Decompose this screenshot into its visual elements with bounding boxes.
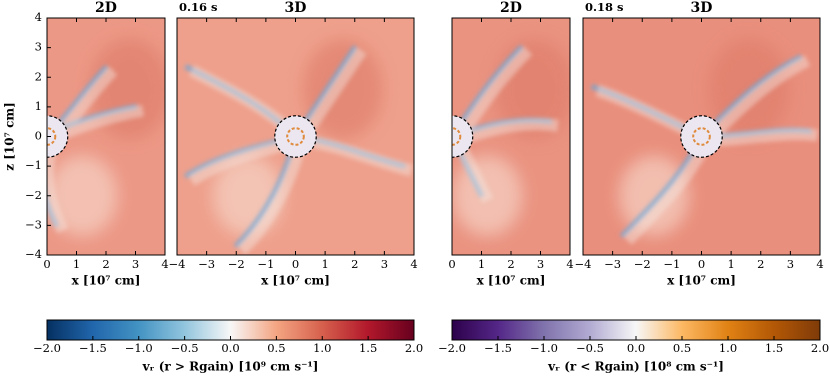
heatmap	[177, 18, 414, 255]
x-tick-label: −1	[257, 257, 274, 271]
gain-region	[274, 115, 317, 158]
x-tick-label: 2	[351, 257, 358, 271]
panel-title: 3D	[691, 0, 713, 16]
colorbar-tick-label: −1.0	[530, 341, 558, 355]
y-tick-label: 3	[35, 40, 42, 54]
x-tick-label: 1	[727, 257, 734, 271]
x-tick-label: 3	[381, 257, 388, 271]
x-axis-label: x [10⁷ cm]	[261, 274, 330, 288]
y-axis-label: z [10⁷ cm]	[3, 102, 17, 170]
gain-radius	[274, 115, 317, 158]
x-tick-label: 0	[292, 257, 299, 271]
y-tick-label: −3	[25, 217, 42, 231]
colorbar-tick-label: 0.0	[627, 341, 645, 355]
x-tick-label: 3	[132, 257, 139, 271]
x-tick-label: 1	[478, 257, 485, 271]
x-tick-label: −3	[198, 257, 215, 271]
x-tick-label: −2	[634, 257, 651, 271]
colorbar-label: vᵣ (r > Rgain) [10⁹ cm s⁻¹]	[142, 360, 319, 374]
y-tick-label: −1	[25, 158, 42, 172]
inner-ring	[286, 127, 305, 146]
colorbar-tick-label: 2.0	[811, 341, 829, 355]
x-tick-label: 2	[757, 257, 764, 271]
x-tick-label: −1	[663, 257, 680, 271]
x-tick-label: 0	[448, 257, 455, 271]
gain-region	[452, 115, 473, 158]
x-tick-label: 2	[507, 257, 514, 271]
y-tick-label: 1	[35, 99, 42, 113]
white-wisp	[595, 55, 819, 245]
heatmap	[583, 18, 820, 255]
x-tick-label: 0	[43, 257, 50, 271]
heatmap	[47, 18, 165, 255]
white-wisp	[188, 47, 413, 255]
inner-ring	[452, 127, 462, 146]
y-tick-label: 2	[35, 69, 42, 83]
x-tick-label: 1	[73, 257, 80, 271]
time-annotation: 0.16 s	[179, 0, 218, 14]
y-tick-label: 0	[35, 129, 42, 143]
x-tick-label: −4	[169, 257, 186, 271]
x-tick-label: 1	[321, 257, 328, 271]
wisps	[590, 54, 819, 245]
wisps	[184, 45, 413, 255]
y-tick-label: −2	[25, 188, 42, 202]
colorbar-tick-label: −1.0	[125, 341, 153, 355]
x-tick-label: 4	[410, 257, 417, 271]
x-axis-label: x [10⁷ cm]	[477, 274, 546, 288]
x-axis-label: x [10⁷ cm]	[667, 274, 736, 288]
panel-title: 2D	[500, 0, 522, 16]
colorbar-tick-label: 0.5	[267, 341, 285, 355]
x-tick-label: 0	[698, 257, 705, 271]
colorbar-tick-label: 1.0	[313, 341, 331, 355]
colorbar-tick-label: −0.5	[576, 341, 604, 355]
light-patch	[619, 155, 690, 236]
y-tick-label: 4	[35, 10, 42, 24]
time-annotation: 0.18 s	[585, 0, 624, 14]
panel-title: 2D	[95, 0, 117, 16]
colorbar-tick-label: 1.5	[359, 341, 377, 355]
colorbar-tick-label: 0.0	[221, 341, 239, 355]
x-tick-label: 4	[566, 257, 573, 271]
colorbar-tick-label: 2.0	[405, 341, 423, 355]
colorbar-tick-label: 0.5	[673, 341, 691, 355]
y-tick-label: −4	[25, 247, 42, 261]
x-tick-label: −4	[575, 257, 592, 271]
gain-region	[680, 115, 723, 158]
colorbar-tick-label: −2.0	[438, 341, 466, 355]
gain-radius	[47, 115, 69, 158]
x-tick-label: −3	[604, 257, 621, 271]
colorbar-tick-label: −2.0	[33, 341, 61, 355]
x-tick-label: −2	[228, 257, 245, 271]
panel-title: 3D	[285, 0, 307, 16]
x-axis-label: x [10⁷ cm]	[72, 274, 141, 288]
heatmap	[452, 18, 570, 255]
x-tick-label: 4	[161, 257, 168, 271]
colorbar-tick-label: 1.5	[765, 341, 783, 355]
x-tick-label: 2	[102, 257, 109, 271]
gain-radius	[680, 115, 723, 158]
colorbar-tick-label: −1.5	[79, 341, 107, 355]
x-tick-label: 3	[787, 257, 794, 271]
x-tick-label: 3	[537, 257, 544, 271]
colorbar-label: vᵣ (r < Rgain) [10⁸ cm s⁻¹]	[547, 360, 724, 374]
light-patch	[47, 155, 118, 236]
colorbar-tick-label: 1.0	[719, 341, 737, 355]
gain-region	[47, 115, 68, 158]
inner-ring	[692, 127, 711, 146]
x-tick-label: 4	[816, 257, 823, 271]
colorbar-tick-label: −0.5	[171, 341, 199, 355]
colorbar-tick-label: −1.5	[484, 341, 512, 355]
